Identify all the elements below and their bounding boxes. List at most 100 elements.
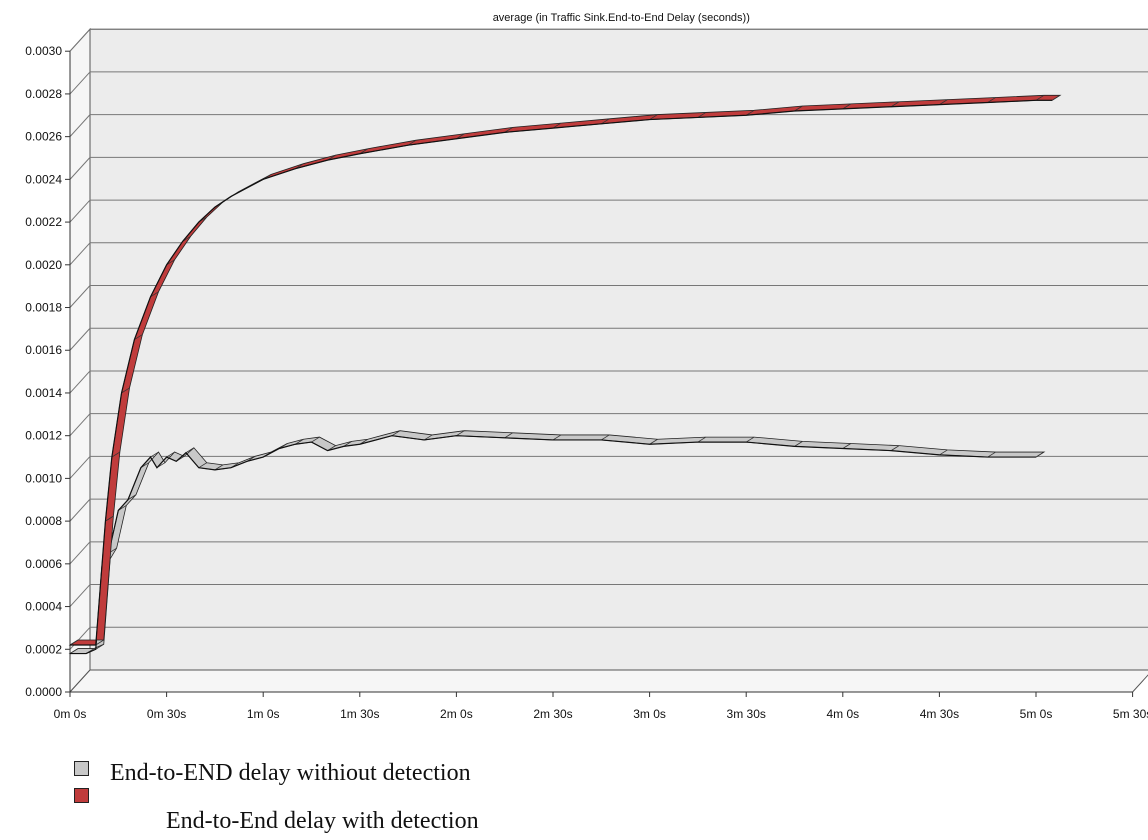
series-point [1035,451,1045,458]
series-point [552,122,562,129]
series-point [214,464,224,471]
y-tick-label: 0.0022 [25,215,62,229]
series-point [1035,94,1045,101]
series-point [794,441,803,447]
x-tick-label: 1m 30s [340,707,379,721]
series-point [69,639,79,646]
gridline-y-side [69,370,91,394]
legend-label-with-detection: End-to-End delay with detection [166,808,479,834]
y-tick-label: 0.0000 [25,685,62,699]
series-point [745,109,755,116]
series-point [150,291,159,298]
x-tick-label: 4m 0s [826,707,859,721]
x-tick-label: 4m 30s [920,707,959,721]
series-point [649,114,658,120]
series-point [166,259,175,266]
gridline-y-side [69,327,91,351]
tick-labels: 0.0000 0.0002 0.0004 0.0006 0.0008 0.0010 0.00… [25,44,1148,721]
series-layer [68,94,1062,655]
line-chart: 0.0000 0.0002 0.0004 0.0006 0.0008 0.0010 0.00… [25,12,1148,721]
x-tick-label: 2m 0s [440,707,473,721]
series-point [111,451,121,458]
y-tick-label: 0.0004 [25,600,62,614]
legend: End-to-END delay withiout detection End-… [0,728,1148,840]
series-point [343,441,352,447]
x-tick-label: 5m 0s [1020,707,1053,721]
series-point [601,118,610,125]
series-point [1051,94,1061,101]
gridline-y-side [69,456,91,479]
series-point [121,387,130,394]
y-tick-label: 0.0030 [25,44,62,58]
floor [68,669,1148,693]
series-point [95,639,104,646]
y-tick-label: 0.0016 [25,343,62,357]
gridline-y-side [69,413,91,437]
series-point [105,515,114,522]
gridline-y-side [69,584,91,607]
series-point [987,451,996,458]
x-tick-label: 0m 30s [147,707,186,721]
x-tick-label: 3m 30s [727,707,766,721]
y-tick-label: 0.0012 [25,429,62,443]
y-tick-label: 0.0002 [25,642,62,656]
series-point [391,430,401,437]
series-point [794,105,803,112]
chart-area: 0.0000 0.0002 0.0004 0.0006 0.0008 0.0010 0.00… [25,12,1148,721]
series-point [842,443,852,449]
series-point [423,434,433,441]
series-point [95,643,104,650]
gridline-y-side [69,71,91,95]
series-point [198,462,208,469]
series-point [407,139,417,146]
gridline-y-side [69,541,91,565]
y-tick-label: 0.0024 [25,172,62,186]
y-tick-label: 0.0028 [25,87,62,101]
series-point [649,438,658,445]
series-with-detection [68,94,1062,646]
series-point [987,97,996,103]
series-point [69,648,79,654]
series-line [70,99,1053,646]
series-point [552,434,562,441]
series-point [697,112,707,118]
x-tick-label: 2m 30s [533,707,572,721]
series-point [939,449,948,456]
left-wall [69,27,91,694]
axes [65,50,1134,697]
gridline-y-side [69,498,91,522]
series-point [939,99,948,105]
gridline-y-side [69,626,91,650]
y-tick-label: 0.0020 [25,258,62,272]
y-tick-label: 0.0006 [25,557,62,571]
gridline-y-side [69,157,91,180]
series-point [295,438,304,445]
series-point [456,430,465,437]
gridline-y-side [69,114,91,137]
gridline-y-side [69,242,91,266]
series-point [150,451,159,458]
series-point [456,133,465,140]
series-point [166,451,175,458]
series-point [601,434,610,441]
chart-back-wall [68,27,1148,694]
y-tick-label: 0.0008 [25,514,62,528]
x-tick-label: 1m 0s [247,707,280,721]
x-tick-label: 5m 30s [1113,707,1148,721]
legend-swatch-without-detection [74,761,89,776]
back-wall [89,28,1148,671]
y-tick-label: 0.0018 [25,301,62,315]
gridlines [69,28,1148,650]
series-point [134,334,143,340]
series-point [745,436,755,443]
series-point [504,432,513,439]
y-tick-label: 0.0026 [25,130,62,144]
gridline-y-side [69,28,91,52]
series-point [842,103,852,110]
y-tick-label: 0.0010 [25,471,62,485]
x-tick-label: 3m 0s [633,707,666,721]
series-without-detection [68,430,1046,655]
series-point [185,447,195,454]
series-point [890,445,900,451]
y-tick-label: 0.0014 [25,386,62,400]
